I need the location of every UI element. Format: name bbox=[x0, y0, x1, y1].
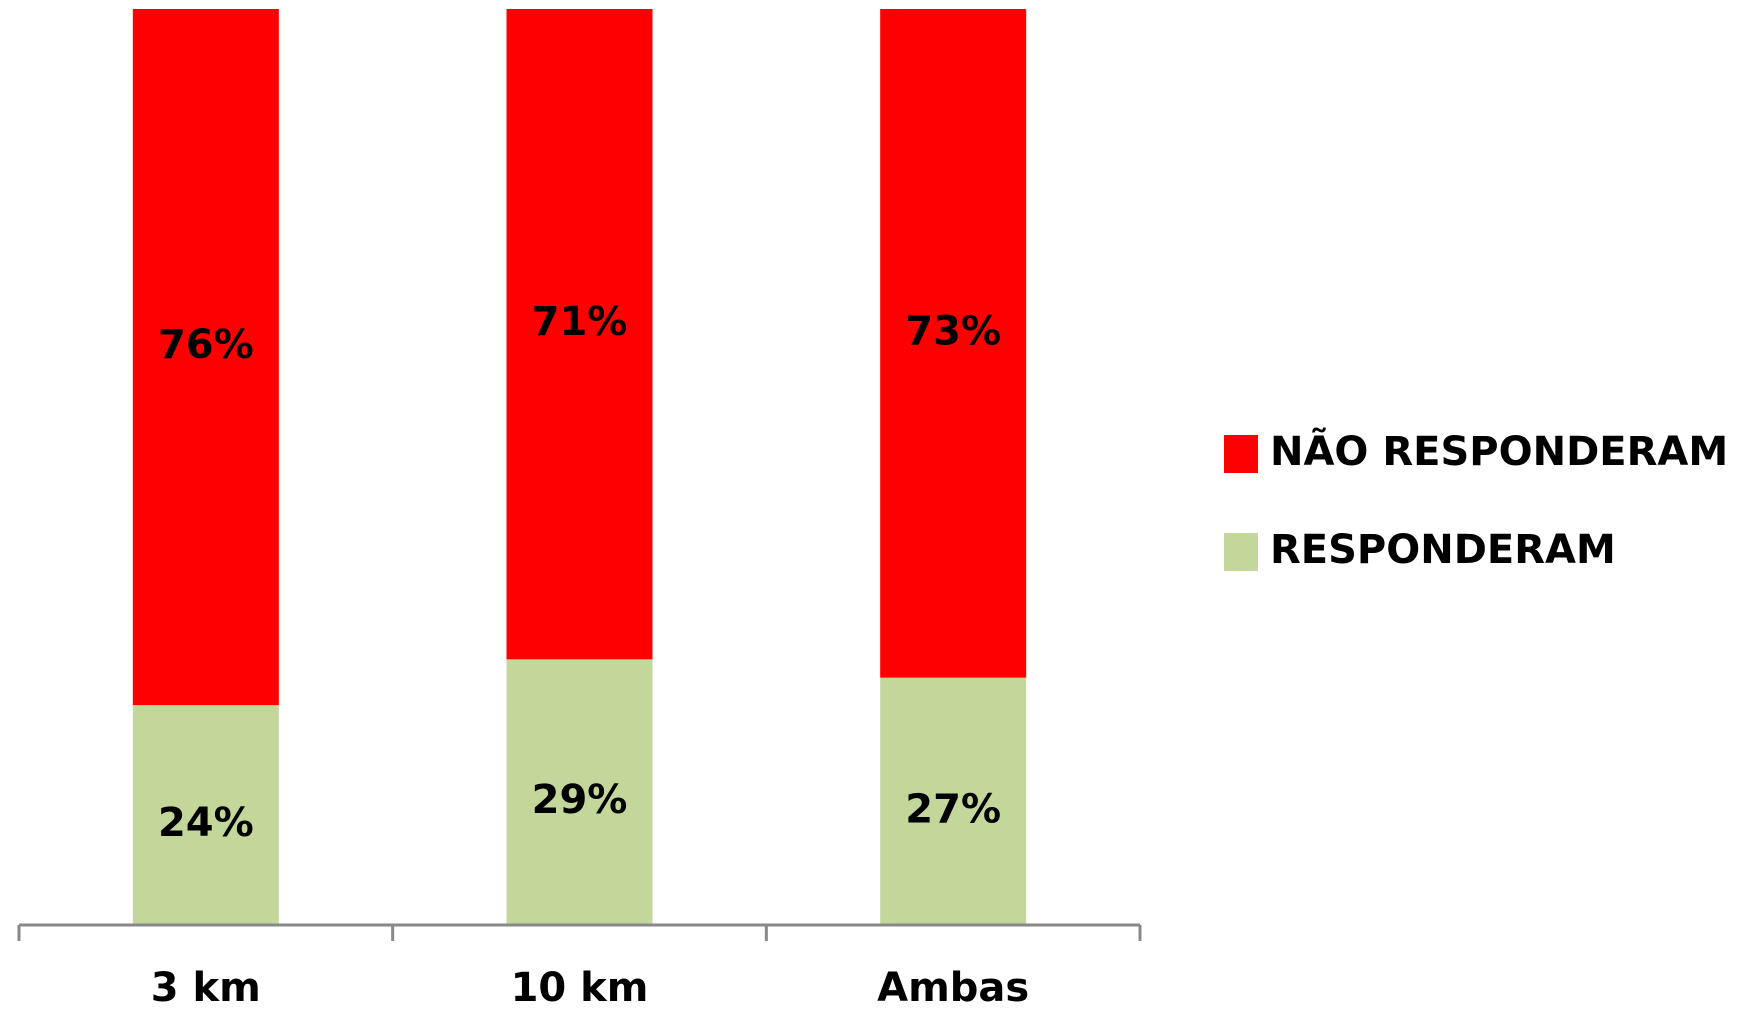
data-label: 73% bbox=[905, 308, 1001, 354]
legend-label: RESPONDERAM bbox=[1270, 527, 1616, 573]
bar-segment bbox=[880, 9, 1027, 678]
data-label: 76% bbox=[158, 322, 254, 368]
x-tick-label: 3 km bbox=[151, 965, 261, 1010]
bar-segment bbox=[132, 705, 279, 925]
x-tick-label: Ambas bbox=[877, 965, 1029, 1010]
legend-label: NÃO RESPONDERAM bbox=[1270, 426, 1728, 475]
bar-segment bbox=[132, 9, 279, 706]
data-label: 29% bbox=[532, 777, 628, 823]
bar-segment bbox=[506, 659, 653, 925]
legend-swatch bbox=[1224, 533, 1258, 571]
data-label: 24% bbox=[158, 800, 254, 846]
bar-segment bbox=[880, 677, 1027, 925]
legend-swatch bbox=[1224, 435, 1258, 473]
x-tick-label: 10 km bbox=[511, 965, 649, 1010]
data-label: 71% bbox=[532, 299, 628, 345]
data-label: 27% bbox=[905, 786, 1001, 832]
bar-segment bbox=[506, 9, 653, 660]
